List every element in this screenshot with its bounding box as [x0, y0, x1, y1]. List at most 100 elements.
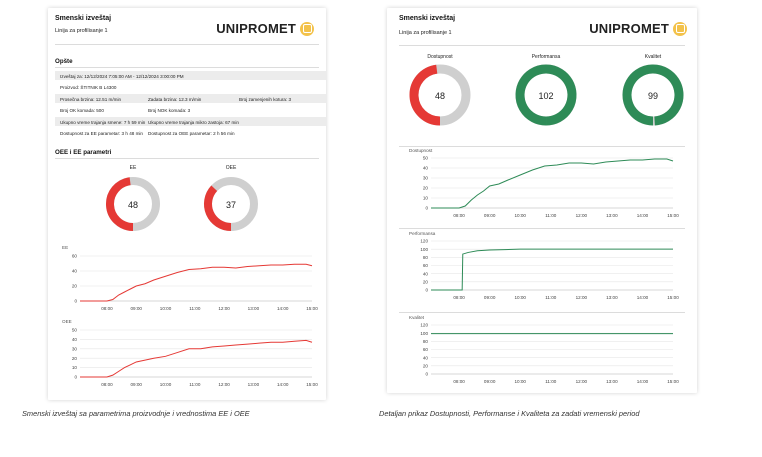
info-cell: Broj NOK komada: 3	[148, 108, 191, 113]
x-tick-label: 15:00	[667, 213, 679, 218]
chart-title-oee: OEE	[62, 319, 72, 324]
chart-title-ee: EE	[62, 245, 69, 250]
x-tick-label: 12:00	[576, 295, 588, 300]
x-tick-label: 11:00	[189, 382, 201, 387]
info-cell: Ukupno vreme trajanja mikro zastoja: 67 …	[148, 119, 239, 125]
x-tick-label: 13:00	[248, 382, 260, 387]
x-tick-label: 09:00	[130, 382, 142, 387]
y-tick-label: 120	[420, 239, 428, 244]
info-cell: Dostupnost za EE parametar: 3 h 48 min	[60, 131, 143, 136]
y-tick-label: 20	[72, 284, 78, 289]
series-line	[80, 339, 313, 378]
x-tick-label: 12:00	[576, 379, 588, 384]
x-tick-label: 08:00	[453, 295, 465, 300]
y-tick-label: 0	[425, 288, 428, 293]
info-cell: Proizvod: ŠTITNIK B L4300	[60, 85, 117, 90]
x-tick-label: 11:00	[545, 295, 557, 300]
y-tick-label: 20	[423, 363, 429, 368]
header-divider	[399, 45, 685, 46]
report-title: Smenski izveštaj	[55, 15, 112, 22]
y-tick-label: 20	[423, 279, 429, 284]
x-tick-label: 08:00	[453, 379, 465, 384]
y-tick-label: 10	[72, 365, 78, 370]
gauge-label-oee: OEE	[225, 165, 237, 171]
y-tick-label: 0	[425, 206, 428, 211]
info-row: Broj OK komada: 500 Broj NOK komada: 3	[55, 106, 326, 115]
y-tick-label: 60	[423, 263, 429, 268]
y-tick-label: 80	[423, 339, 429, 344]
chart-title-performansa: Performansa	[409, 231, 436, 236]
series-line	[431, 248, 673, 291]
logo-badge-icon	[673, 21, 687, 36]
ee-line-chart: 0 20 40 60 08:00 09:00 10:00 11:00 12:00 13:00 14:…	[72, 254, 318, 311]
logo-badge-icon	[300, 21, 314, 36]
x-tick-label: 15:00	[667, 295, 679, 300]
y-tick-label: 40	[423, 271, 429, 276]
gauge-arc	[106, 177, 134, 231]
x-tick-label: 08:00	[101, 382, 113, 387]
x-tick-label: 15:00	[667, 379, 679, 384]
gauge-arc	[204, 185, 232, 231]
gauge-label-ee: EE	[129, 165, 137, 171]
x-tick-label: 09:00	[484, 295, 496, 300]
info-cell: Dostupnost za OEE parametar: 2 h 56 min	[148, 131, 235, 136]
x-tick-label: 12:00	[218, 306, 230, 311]
y-tick-label: 50	[72, 328, 78, 333]
x-tick-label: 10:00	[160, 306, 172, 311]
y-tick-label: 40	[72, 337, 78, 342]
gauge-value-oee: 37	[225, 200, 236, 210]
gauge-arc	[622, 64, 684, 126]
y-tick-label: 80	[423, 255, 429, 260]
logo-text: UNIPROMET	[589, 21, 669, 36]
x-tick-label: 10:00	[514, 295, 526, 300]
section-divider	[399, 228, 685, 229]
x-tick-label: 10:00	[514, 379, 526, 384]
info-row: Dostupnost za EE parametar: 3 h 48 min Do…	[55, 129, 326, 138]
section-divider	[399, 146, 685, 147]
x-tick-label: 09:00	[484, 213, 496, 218]
dostupnost-line-chart: 0 10 20 30 40 50 08:00 09:00 10:00 11:00 12:00 13:0…	[423, 156, 679, 218]
x-tick-label: 10:00	[160, 382, 172, 387]
gauge-dostupnost	[409, 64, 471, 126]
y-tick-label: 40	[423, 355, 429, 360]
x-tick-label: 11:00	[189, 306, 201, 311]
gauge-oee	[204, 177, 258, 231]
x-tick-label: 12:00	[576, 213, 588, 218]
x-tick-label: 09:00	[484, 379, 496, 384]
report-subtitle: Linija za profilisanje 1	[55, 28, 108, 34]
caption-right: Detaljan prikaz Dostupnosti, Performanse…	[379, 409, 640, 418]
gauge-value-performansa: 102	[538, 91, 554, 101]
oee-line-chart: 0 10 20 30 40 50 08:00 09:00 10:00 11:00 12:00 13:0…	[72, 328, 318, 387]
info-row: Proizvod: ŠTITNIK B L4300	[55, 83, 326, 92]
info-cell: Izveštaj za: 12/12/2024 7:05:00 AM - 12/…	[60, 73, 184, 79]
report-title: Smenski izveštaj	[399, 15, 456, 22]
y-tick-label: 0	[74, 299, 77, 304]
gauge-arc	[409, 64, 441, 126]
report-subtitle: Linija za profilisanje 1	[399, 30, 452, 36]
x-tick-label: 14:00	[637, 213, 649, 218]
info-row: Prosečna brzina: 12.51 m/min Zadata brzin…	[55, 94, 326, 103]
x-tick-label: 12:00	[218, 382, 230, 387]
x-tick-label: 13:00	[606, 379, 618, 384]
y-tick-label: 120	[420, 323, 428, 328]
x-tick-label: 08:00	[453, 213, 465, 218]
y-tick-label: 20	[72, 356, 78, 361]
info-cell: Zadata brzina: 12.3 m/min	[148, 96, 202, 102]
info-cell: Prosečna brzina: 12.51 m/min	[60, 96, 122, 102]
gauge-ee	[106, 177, 160, 231]
gauge-value-ee: 48	[127, 200, 138, 210]
x-tick-label: 15:00	[306, 382, 318, 387]
info-cell: Broj zamenjenih kotura: 3	[239, 96, 292, 102]
header-divider	[55, 44, 319, 45]
y-tick-label: 50	[423, 156, 429, 161]
info-cell: Ukupno vreme trajanja smene: 7 h 59 min	[60, 119, 146, 125]
y-tick-label: 40	[423, 166, 429, 171]
caption-left: Smenski izveštaj sa parametrima proizvod…	[22, 409, 250, 418]
x-tick-label: 14:00	[637, 379, 649, 384]
x-tick-label: 10:00	[514, 213, 526, 218]
section-title-general: Opšte	[55, 58, 73, 65]
section-title-params: OEE i EE parametri	[55, 149, 112, 156]
gauge-performansa	[515, 64, 577, 126]
y-tick-label: 30	[423, 176, 429, 181]
y-tick-label: 60	[423, 347, 429, 352]
